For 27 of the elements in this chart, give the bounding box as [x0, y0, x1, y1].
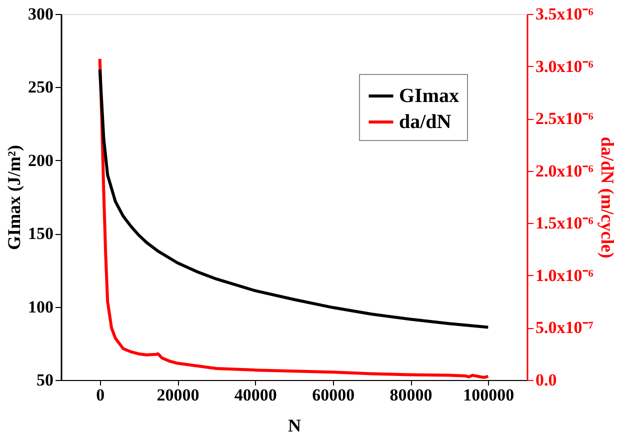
y2-tick-label: 2.0x10⁻⁶: [536, 161, 594, 180]
y2-tick-label: 2.5x10⁻⁶: [536, 109, 594, 128]
y2-tick-label: 1.0x10⁻⁶: [536, 266, 594, 285]
legend-label: GImax: [399, 85, 459, 107]
y-axis-title: GImax (J/m²): [4, 145, 24, 250]
legend-label: da/dN: [399, 111, 452, 133]
y2-tick-label: 5.0x10⁻⁷: [536, 318, 594, 338]
x-tick-label: 40000: [234, 386, 277, 404]
y2-axis-title: da/dN (m/cycle): [597, 136, 618, 258]
y-tick-label: 50: [36, 370, 54, 390]
line-series: [98, 68, 490, 329]
y-tick-label: 250: [28, 78, 54, 97]
y2-tick-label: 3.5x10⁻⁶: [536, 4, 594, 24]
y2-tick-label: 3.0x10⁻⁶: [536, 56, 594, 76]
y-tick-label: 100: [28, 297, 54, 316]
y-tick-label: 200: [28, 150, 54, 170]
line-series: [98, 57, 490, 379]
x-tick-label: 20000: [156, 386, 200, 404]
x-tick-label: 100000: [463, 386, 514, 404]
x-axis-title: N: [288, 416, 301, 436]
x-tick-label: 60000: [312, 386, 355, 404]
y2-tick-label: 1.5x10⁻⁶: [536, 214, 594, 233]
x-tick-label: 80000: [390, 386, 432, 404]
y-tick-label: 150: [28, 224, 54, 244]
y2-tick-label: 0.0: [536, 370, 557, 390]
y-tick-label: 300: [28, 4, 54, 24]
x-tick-label: 0: [96, 386, 105, 404]
